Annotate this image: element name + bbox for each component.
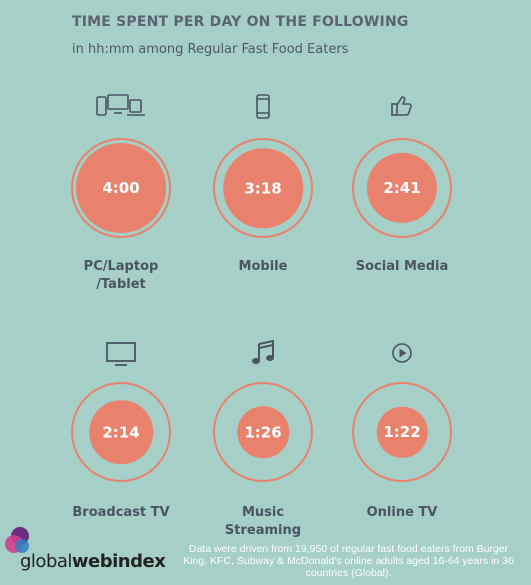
bubble-item: 3:18 Mobile [188,94,338,294]
tv-icon [105,341,137,371]
bubble-value: 1:26 [237,406,289,458]
bubble-item: 1:26 Music Streaming [188,338,338,538]
category-label-line: Music [241,505,285,520]
thumbs-up-icon [390,94,414,122]
brand-regular: global [20,551,72,572]
bubble-value: 2:41 [366,152,438,224]
bubble-ring: 1:22 [352,382,452,482]
category-label: Broadcast TV [46,504,196,522]
bubble-item: 1:22 Online TV [327,338,477,538]
category-label: Social Media [327,258,477,276]
category-label-line: /Tablet [96,277,146,292]
bubble-item: 4:00 PC/Laptop/Tablet [46,94,196,294]
category-label-line: Social Media [355,259,449,274]
category-label: Mobile [188,258,338,276]
chart-title: TIME SPENT PER DAY ON THE FOLLOWING [72,14,409,30]
bubble-item: 2:14 Broadcast TV [46,338,196,538]
devices-icon [96,94,146,124]
play-icon [391,342,413,368]
bubble-ring: 2:14 [71,382,171,482]
category-label: Online TV [327,504,477,522]
mobile-phone-icon [255,94,271,124]
category-label-line: Mobile [238,259,288,274]
category-label-line: Streaming [224,523,302,538]
bubble-ring: 1:26 [213,382,313,482]
category-label-line: Broadcast TV [72,505,170,520]
music-note-icon [251,339,275,370]
bubble-ring: 4:00 [71,138,171,238]
bubble-ring: 3:18 [213,138,313,238]
bubble-value: 2:14 [89,400,153,464]
category-label-line: Online TV [366,505,438,520]
category-label: PC/Laptop/Tablet [46,258,196,294]
bubble-value: 3:18 [223,148,303,228]
footnote: Data were driven from 19,950 of regular … [183,543,514,579]
brand-name: globalwebindex [20,551,166,572]
category-label-line: PC/Laptop [83,259,159,274]
bubble-value: 4:00 [76,143,166,233]
globalwebindex-logo-icon [5,527,29,553]
bubble-ring: 2:41 [352,138,452,238]
bubble-value: 1:22 [376,406,428,458]
bubble-item: 2:41 Social Media [327,94,477,294]
category-label: Music Streaming [188,504,338,540]
chart-subtitle: in hh:mm among Regular Fast Food Eaters [72,42,349,57]
brand-bold: webindex [71,551,166,572]
